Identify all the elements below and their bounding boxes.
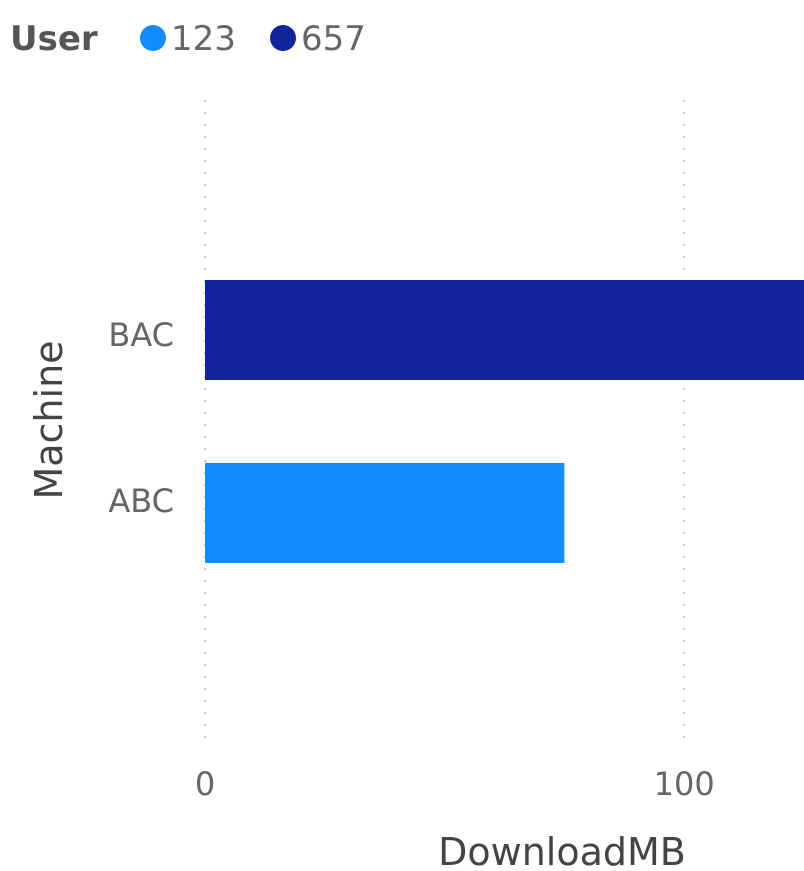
legend-label-123: 123 xyxy=(171,19,236,59)
x-axis-title: DownloadMB xyxy=(438,830,686,871)
y-axis-title: Machine xyxy=(27,340,71,499)
y-tick-label-abc: ABC xyxy=(108,482,174,520)
x-tick-label-0: 0 xyxy=(195,765,215,803)
legend-title: User xyxy=(10,19,98,59)
bar-abc[interactable] xyxy=(205,463,565,563)
gridlines xyxy=(204,100,686,740)
legend: User 123 657 xyxy=(10,19,366,59)
x-tick-label-100: 100 xyxy=(654,765,715,803)
legend-marker-123 xyxy=(140,25,166,51)
bar-bac[interactable] xyxy=(205,280,804,380)
legend-marker-657 xyxy=(270,25,296,51)
y-tick-label-bac: BAC xyxy=(108,316,174,354)
legend-label-657: 657 xyxy=(301,19,366,59)
bars xyxy=(205,280,804,563)
